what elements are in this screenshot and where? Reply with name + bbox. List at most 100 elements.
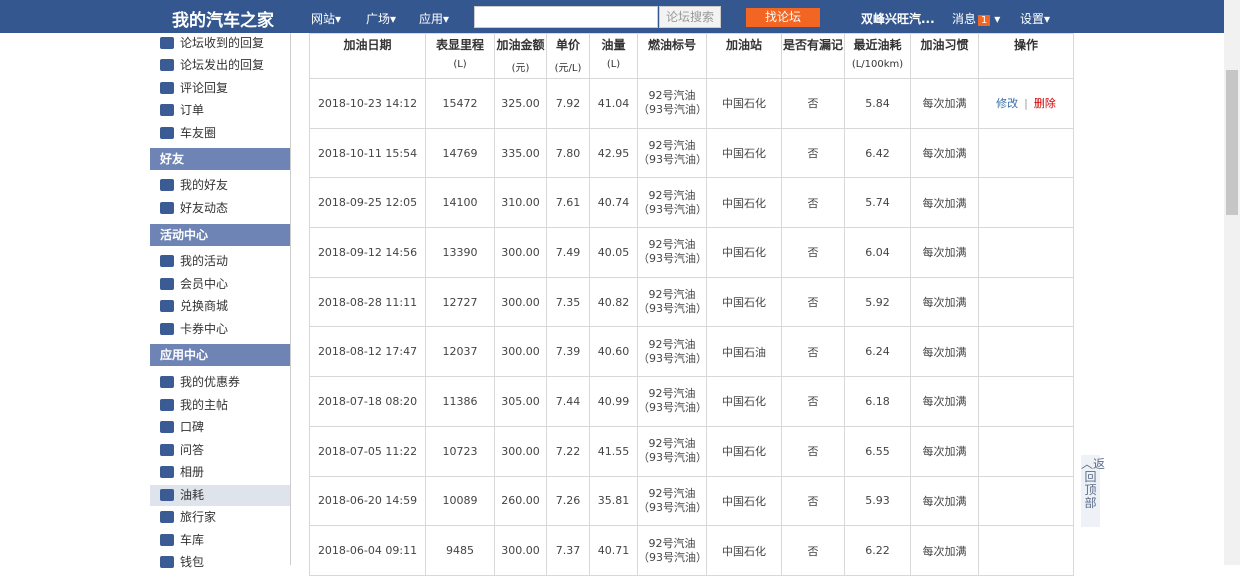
- top-nav-bar: 我的汽车之家 网站▾ 广场▾ 应用▾ 论坛搜索 找论坛 双峰兴旺汽... 消息 1…: [0, 0, 1224, 33]
- column-header: 油量 (L): [589, 33, 638, 79]
- table-cell: 10089: [425, 475, 495, 527]
- table-row: 2018-09-12 14:56 13390 300.00 7.49 40.05 92号汽…: [309, 227, 1074, 278]
- table-row: 2018-07-18 08:20 11386 305.00 7.44 40.99 92号汽…: [309, 376, 1074, 427]
- table-cell: 否: [781, 78, 845, 129]
- sidebar-item[interactable]: 评论回复: [150, 78, 290, 99]
- table-cell: 5.93: [844, 475, 911, 527]
- sidebar-item-label: 兑换商城: [180, 299, 229, 313]
- sidebar-item[interactable]: 我的好友: [150, 175, 290, 196]
- table-cell: 每次加满: [910, 227, 979, 278]
- sidebar-item-label: 问答: [180, 442, 205, 457]
- sidebar-item[interactable]: 论坛发出的回复: [150, 55, 290, 76]
- table-cell: 中国石化: [706, 475, 782, 527]
- column-header-title: 燃油标号: [647, 38, 696, 52]
- table-row: 2018-06-04 09:11 9485 300.00 7.37 40.71 92号汽油…: [309, 525, 1074, 576]
- messages-link[interactable]: 消息 1 ▾: [952, 12, 1001, 26]
- sidebar-item-label: 卡券中心: [180, 321, 229, 336]
- table-cell: 92号汽油（93号汽油）: [637, 177, 707, 229]
- sidebar-item[interactable]: 兑换商城: [150, 296, 290, 317]
- sidebar-item[interactable]: 订单: [150, 100, 290, 121]
- sidebar-item-icon: [160, 533, 174, 546]
- table-cell: 2018-10-23 14:12: [309, 78, 426, 129]
- nav-plaza[interactable]: 广场▾: [366, 12, 397, 26]
- column-header: 燃油标号: [637, 33, 707, 79]
- back-to-top-button[interactable]: ︿返回顶部: [1081, 455, 1105, 527]
- table-cell: 7.44: [546, 376, 590, 427]
- table-cell: 否: [781, 326, 845, 378]
- sidebar-item-icon: [160, 126, 174, 139]
- nav-website[interactable]: 网站▾: [311, 12, 342, 26]
- column-header-title: 油量: [601, 38, 626, 52]
- sidebar-item-icon: [160, 81, 174, 94]
- sidebar-item-icon: [160, 556, 174, 568]
- table-cell: 2018-07-05 11:22: [309, 425, 426, 477]
- actions-cell: [978, 276, 1074, 328]
- sidebar-item[interactable]: 钱包: [150, 552, 290, 573]
- site-logo[interactable]: 我的汽车之家: [172, 11, 274, 31]
- table-cell: 7.61: [546, 177, 590, 229]
- sidebar-item[interactable]: 会员中心: [150, 274, 290, 295]
- table-cell: 15472: [425, 78, 495, 129]
- table-cell: 中国石化: [706, 78, 782, 129]
- sidebar-item[interactable]: 车友圈: [150, 123, 290, 144]
- table-cell: 310.00: [494, 177, 547, 229]
- table-cell: 2018-06-04 09:11: [309, 525, 426, 576]
- forum-search-input[interactable]: [474, 6, 658, 28]
- sidebar-item[interactable]: 论坛收到的回复: [150, 33, 290, 54]
- table-cell: 中国石化: [706, 227, 782, 278]
- delete-link[interactable]: 删除: [1033, 97, 1056, 111]
- settings-menu[interactable]: 设置▾: [1020, 12, 1051, 26]
- table-cell: 每次加满: [910, 376, 979, 427]
- sidebar-item[interactable]: 好友动态: [150, 198, 290, 219]
- table-cell: 6.55: [844, 425, 911, 477]
- table-cell: 6.24: [844, 326, 911, 378]
- username-link[interactable]: 双峰兴旺汽...: [861, 12, 935, 26]
- edit-link[interactable]: 修改: [996, 97, 1019, 111]
- message-count-badge: 1: [978, 15, 991, 26]
- table-cell: 中国石化: [706, 177, 782, 229]
- table-cell: 13390: [425, 227, 495, 278]
- table-cell: 每次加满: [910, 78, 979, 129]
- column-header-unit: (L/100km): [851, 59, 904, 70]
- table-cell: 2018-07-18 08:20: [309, 376, 426, 427]
- find-forum-button[interactable]: 找论坛: [746, 8, 820, 27]
- table-cell: 92号汽油（93号汽油）: [637, 227, 707, 278]
- table-cell: 5.74: [844, 177, 911, 229]
- actions-cell: [978, 127, 1074, 179]
- sidebar-item[interactable]: 我的主帖: [150, 395, 290, 416]
- fuel-records-table: 加油日期 表显里程 (L) 加油金额 (元) 单价 (元/L) 油量 (L) 燃油标号 加油站 是否有…: [309, 33, 1074, 576]
- sidebar-item[interactable]: 油耗: [150, 484, 290, 506]
- sidebar-item[interactable]: 我的优惠券: [150, 372, 290, 393]
- sidebar-item[interactable]: 我的活动: [150, 251, 290, 272]
- table-cell: 2018-09-12 14:56: [309, 227, 426, 278]
- table-cell: 每次加满: [910, 425, 979, 477]
- column-header: 最近油耗 (L/100km): [844, 33, 911, 79]
- table-row: 2018-10-23 14:12 15472 325.00 7.92 41.04 92号汽…: [309, 78, 1074, 129]
- table-cell: 260.00: [494, 475, 547, 527]
- scrollbar-thumb[interactable]: [1226, 70, 1238, 215]
- sidebar-item-icon: [160, 421, 174, 433]
- column-header: 加油习惯: [910, 33, 979, 79]
- sidebar-item[interactable]: 车库: [150, 530, 290, 551]
- column-header: 加油日期: [309, 33, 426, 79]
- forum-search-button[interactable]: 论坛搜索: [659, 6, 721, 28]
- sidebar-item[interactable]: 相册: [150, 462, 290, 483]
- table-cell: 2018-10-11 15:54: [309, 127, 426, 179]
- table-header-row: 加油日期 表显里程 (L) 加油金额 (元) 单价 (元/L) 油量 (L) 燃油标号 加油站 是否有…: [309, 33, 1074, 79]
- sidebar-item-icon: [160, 104, 174, 116]
- table-cell: 35.81: [589, 475, 638, 527]
- sidebar-item[interactable]: 旅行家: [150, 507, 290, 528]
- nav-apps[interactable]: 应用▾: [419, 12, 450, 26]
- sidebar-item[interactable]: 口碑: [150, 417, 290, 438]
- table-cell: 6.04: [844, 227, 911, 278]
- table-cell: 否: [781, 177, 845, 229]
- sidebar-item[interactable]: 卡券中心: [150, 319, 290, 340]
- table-cell: 7.35: [546, 276, 590, 328]
- table-row: 2018-07-05 11:22 10723 300.00 7.22 41.55 92号汽…: [309, 425, 1074, 477]
- sidebar-item[interactable]: 问答: [150, 440, 290, 461]
- column-header-title: 最近油耗: [853, 38, 902, 52]
- table-cell: 41.55: [589, 425, 638, 477]
- sidebar-item-label: 我的好友: [180, 178, 229, 192]
- page-scrollbar[interactable]: [1224, 0, 1240, 565]
- table-cell: 中国石化: [706, 525, 782, 576]
